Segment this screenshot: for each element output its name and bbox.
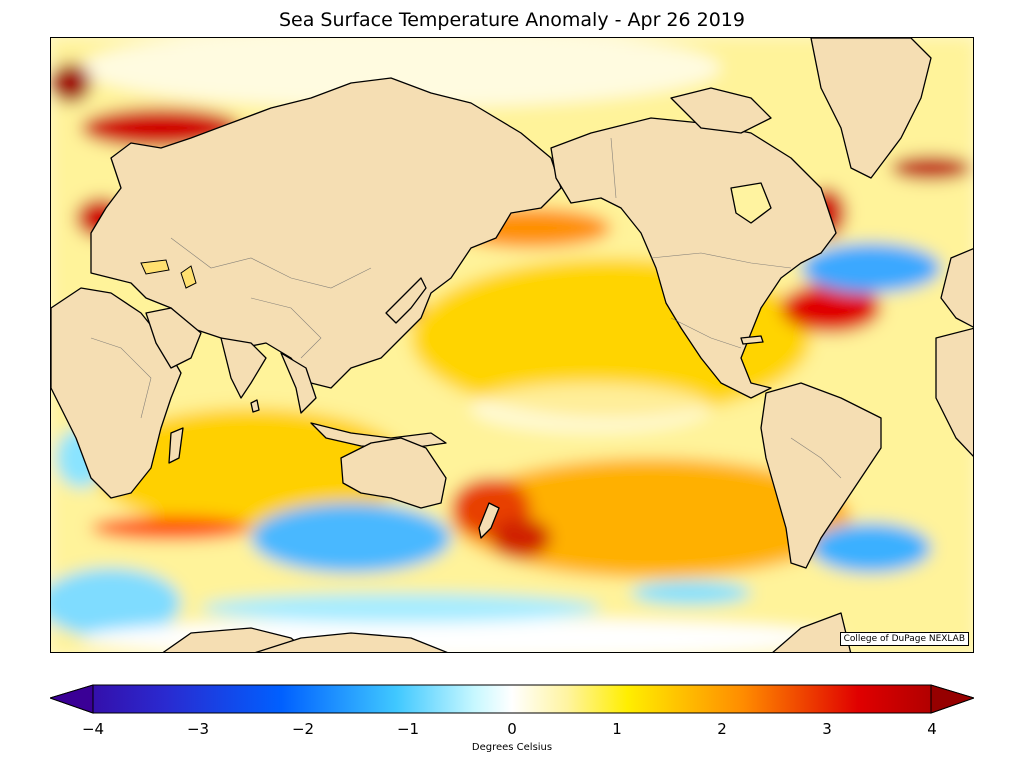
colorbar-max-arrow (930, 684, 974, 714)
landmass-se-asia (280, 352, 317, 414)
map-canvas (51, 38, 973, 652)
sst-anomaly-map: College of DuPage NEXLAB (50, 37, 974, 653)
landmass-africa (51, 287, 182, 499)
tick-label: −4 (81, 720, 105, 738)
landmass-arabia (145, 307, 202, 369)
colorbar-ticks: −4 −3 −2 −1 0 1 2 3 4 (0, 720, 1024, 740)
tick-label: 0 (507, 720, 517, 738)
landmass-india (220, 337, 267, 399)
landmass-antarctica (162, 627, 310, 652)
landmass-north-america (550, 117, 837, 399)
tick-label: −3 (186, 720, 210, 738)
landmass-madagascar (168, 427, 184, 464)
landmass-australia (340, 437, 447, 509)
colorbar-label: Degrees Celsius (471, 742, 553, 753)
tick-label: 4 (927, 720, 937, 738)
colorbar-ramp (50, 684, 974, 714)
map-title: Sea Surface Temperature Anomaly - Apr 26… (278, 9, 745, 31)
land-masses (51, 38, 973, 652)
landmass-arctic-islands (670, 87, 772, 134)
tick-label: 2 (717, 720, 727, 738)
landmass-indonesia (310, 422, 447, 449)
landmass-new-zealand (478, 502, 500, 539)
tick-label: −2 (291, 720, 315, 738)
colorbar-min-arrow (50, 684, 94, 714)
landmass-europe-east (940, 248, 973, 328)
landmass-eurasia (90, 77, 562, 389)
credit-label: College of DuPage NEXLAB (839, 632, 969, 646)
country-borders (90, 137, 842, 479)
landmass-africa-west (935, 327, 973, 457)
tick-label: 1 (612, 720, 622, 738)
colorbar (50, 684, 974, 714)
landmass-japan (385, 277, 427, 324)
landmass-greenland (810, 38, 932, 179)
landmass-south-america (760, 382, 882, 569)
tick-label: −1 (396, 720, 420, 738)
tick-label: 3 (822, 720, 832, 738)
inland-seas (140, 259, 197, 289)
